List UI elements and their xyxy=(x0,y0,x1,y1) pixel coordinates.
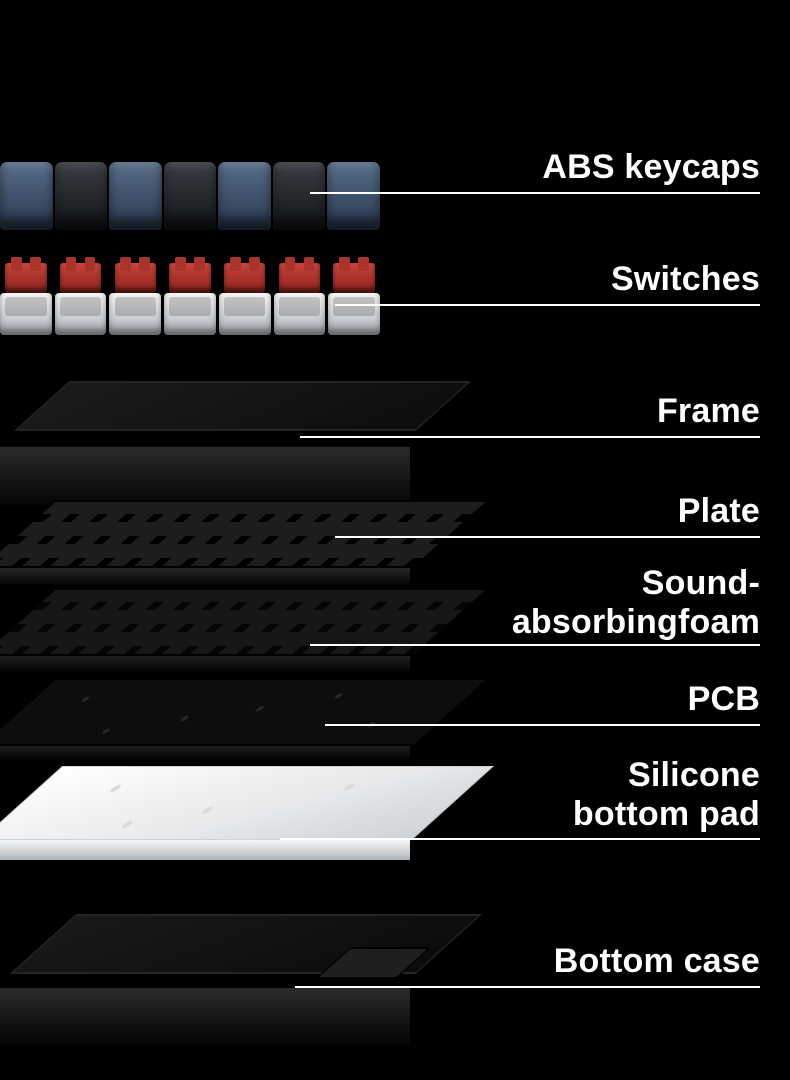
leader-pcb xyxy=(325,724,760,726)
leader-foam xyxy=(310,644,760,646)
layer-foam xyxy=(0,588,410,672)
leader-plate xyxy=(335,536,760,538)
layer-bottom-case xyxy=(0,900,410,1046)
label-pcb: PCB xyxy=(688,680,760,719)
keycap xyxy=(0,162,53,230)
switch xyxy=(219,263,271,335)
keycap xyxy=(109,162,162,230)
switch xyxy=(55,263,107,335)
leader-keycaps xyxy=(310,192,760,194)
label-foam: Sound- absorbingfoam xyxy=(512,564,760,642)
layer-switches xyxy=(0,245,380,335)
label-switches: Switches xyxy=(611,260,760,299)
layer-silicone-pad xyxy=(0,766,410,860)
switch xyxy=(164,263,216,335)
keycap xyxy=(218,162,271,230)
keycap xyxy=(327,162,380,230)
leader-frame xyxy=(300,436,760,438)
label-keycaps: ABS keycaps xyxy=(542,148,760,187)
leader-bottom-case xyxy=(295,986,760,988)
switch xyxy=(274,263,326,335)
switch xyxy=(0,263,52,335)
layer-pcb xyxy=(0,678,410,760)
label-frame: Frame xyxy=(657,392,760,431)
layer-plate xyxy=(0,500,410,584)
leader-pad xyxy=(280,838,760,840)
switch xyxy=(328,263,380,335)
keycap xyxy=(164,162,217,230)
keycap xyxy=(55,162,108,230)
exploded-view-stage: ABS keycaps Switches Frame Plate Sound- … xyxy=(0,0,790,1080)
label-plate: Plate xyxy=(678,492,760,531)
switch xyxy=(109,263,161,335)
leader-switches xyxy=(335,304,760,306)
label-pad: Silicone bottom pad xyxy=(573,756,760,834)
label-bottom-case: Bottom case xyxy=(554,942,760,981)
layer-keycaps xyxy=(0,140,380,230)
keycap xyxy=(273,162,326,230)
